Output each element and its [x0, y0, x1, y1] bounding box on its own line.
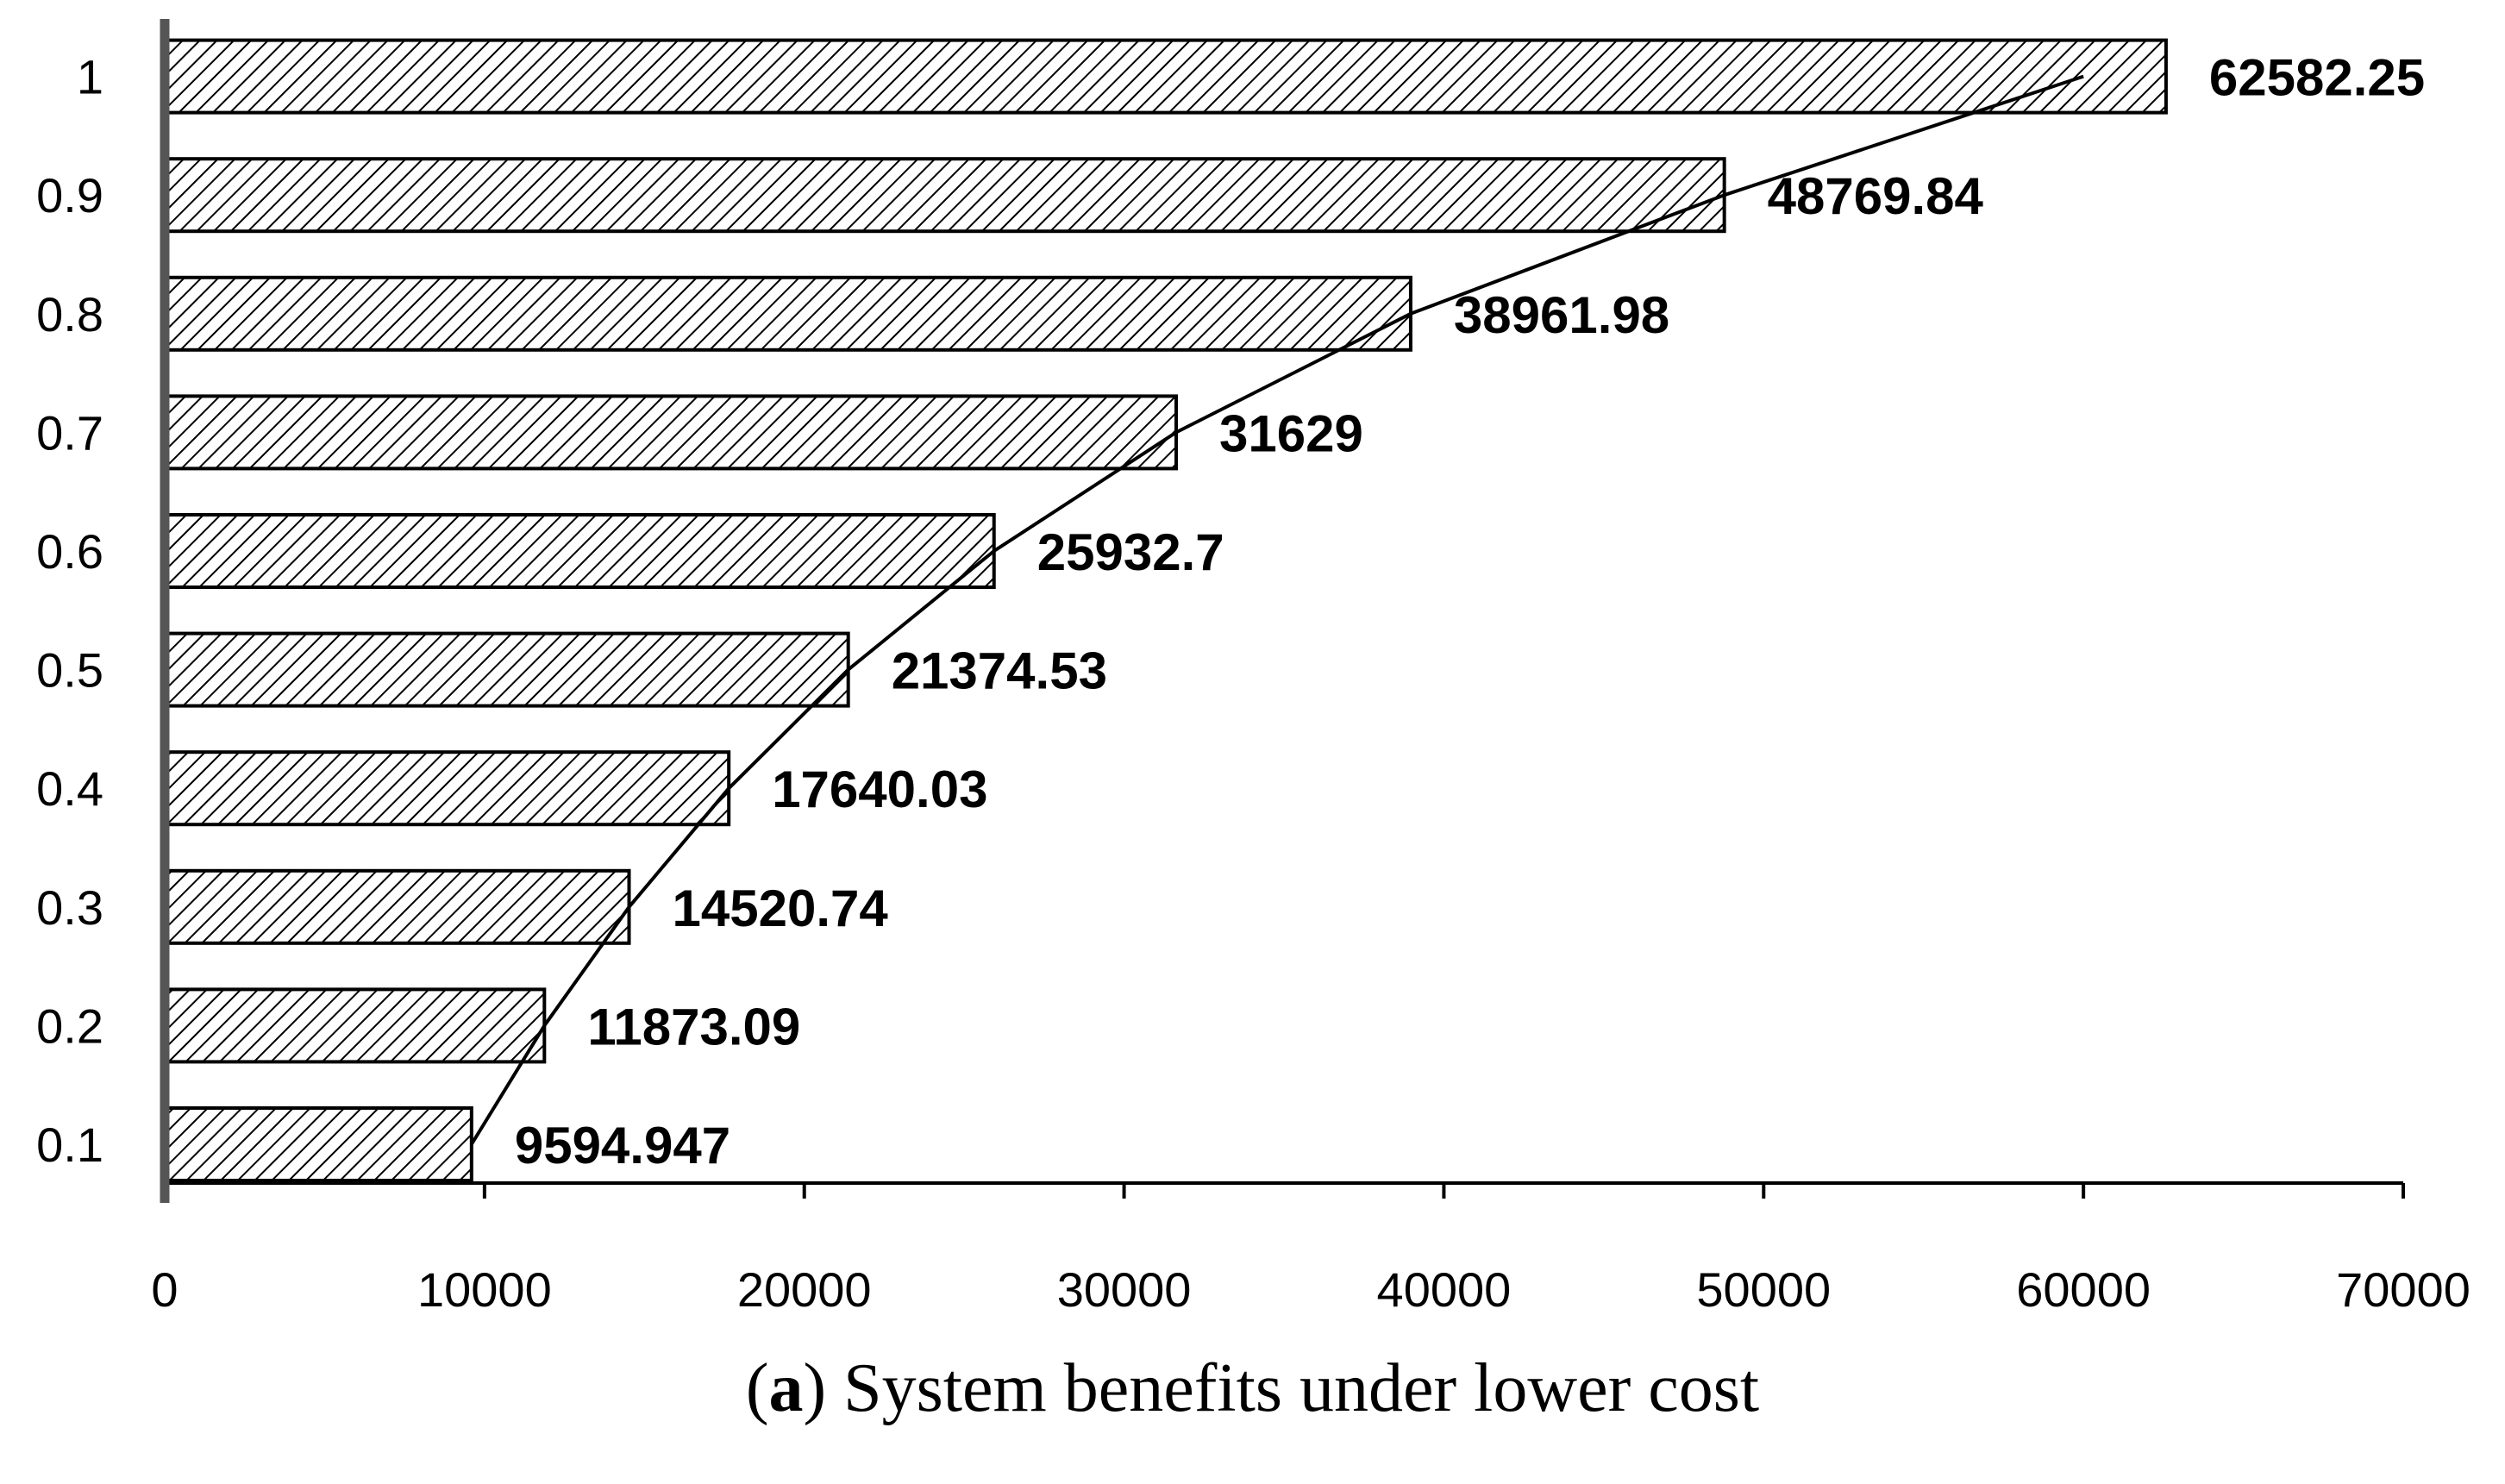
caption-label: a	[768, 1350, 804, 1426]
trend-line	[470, 74, 2084, 1146]
data-label: 9594.947	[515, 1117, 730, 1174]
x-tick-label: 50000	[1696, 1262, 1831, 1317]
x-tick-label: 40000	[1377, 1262, 1512, 1317]
bar	[163, 868, 631, 945]
x-tick-label: 30000	[1057, 1262, 1192, 1317]
y-tick-label: 0.6	[36, 524, 103, 579]
y-tick-label: 0.3	[36, 880, 103, 935]
x-tick-label: 0	[151, 1262, 178, 1317]
bar	[163, 513, 996, 589]
data-label: 62582.25	[2209, 49, 2425, 107]
x-tick-label: 70000	[2336, 1262, 2471, 1317]
x-tick-label: 10000	[417, 1262, 552, 1317]
data-label: 11873.09	[587, 998, 800, 1055]
data-labels-layer: 9594.947 11873.09 14520.74 17640.03 21374.53…	[515, 49, 2425, 1174]
bar	[163, 1106, 473, 1182]
trend-line-layer	[470, 74, 2084, 1146]
bar	[163, 750, 731, 827]
data-label: 38961.98	[1454, 286, 1669, 344]
bar	[163, 987, 547, 1064]
caption-text: System benefits under lower cost	[843, 1350, 1760, 1426]
y-tick-label: 0.8	[36, 287, 103, 341]
bar	[163, 157, 1726, 234]
x-tick-label: 60000	[2016, 1262, 2151, 1317]
data-label: 25932.7	[1037, 523, 1224, 581]
bar	[163, 275, 1412, 352]
data-label: 31629	[1219, 404, 1363, 462]
y-tick-label: 0.1	[36, 1118, 103, 1172]
y-tick-label: 1	[77, 50, 103, 104]
data-label: 14520.74	[673, 880, 889, 937]
x-tick-label: 20000	[737, 1262, 872, 1317]
data-label: 48769.84	[1768, 167, 1984, 225]
y-tick-label: 0.4	[36, 761, 103, 816]
data-label: 21374.53	[892, 642, 1107, 700]
axes-layer: 0.1 0.2 0.3 0.4 0.5 0.6 0.7 0.8 0.9 1 0 10000 20000 3…	[36, 19, 2471, 1317]
bar	[163, 631, 850, 708]
bar	[163, 38, 2168, 115]
bars-layer	[163, 38, 2168, 1182]
y-tick-label: 0.2	[36, 999, 103, 1053]
y-tick-label: 0.7	[36, 405, 103, 460]
figure-caption: (a) System benefits under lower cost	[745, 1350, 1760, 1426]
y-tick-label: 0.9	[36, 168, 103, 222]
y-tick-label: 0.5	[36, 643, 103, 698]
bar	[163, 394, 1178, 471]
data-label: 17640.03	[772, 761, 987, 818]
